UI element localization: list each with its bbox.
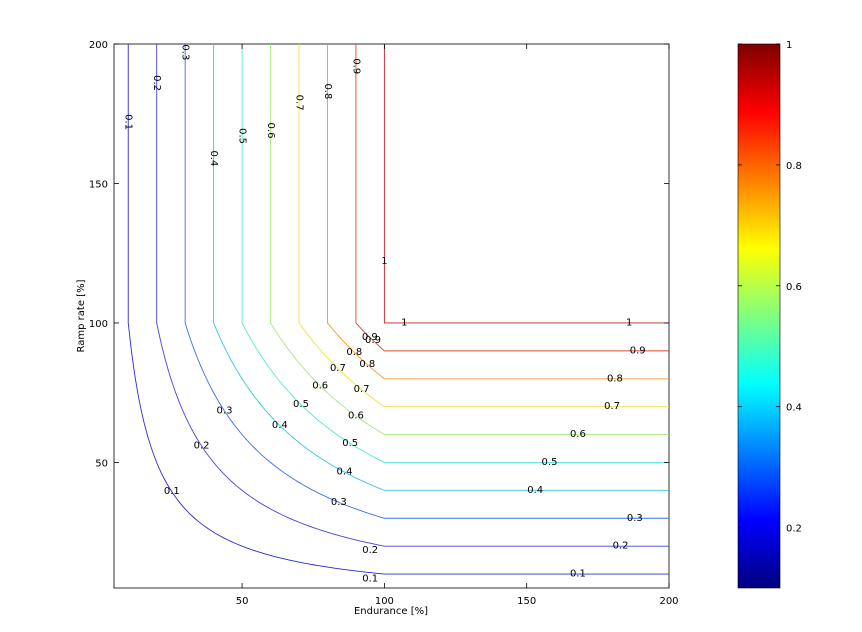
contour-label: 0.2	[194, 441, 210, 452]
contour-label: 0.2	[613, 541, 629, 552]
contour-line	[127, 44, 669, 575]
contour-line	[156, 44, 669, 547]
contour-line	[241, 44, 669, 463]
y-tick-label: 50	[95, 458, 108, 469]
contour-label: 0.8	[607, 373, 623, 384]
y-tick-label: 200	[89, 40, 108, 51]
contour-label: 0.3	[331, 497, 347, 508]
contour-label: 0.4	[272, 420, 288, 431]
contour-label: 0.3	[627, 513, 643, 524]
contour-line	[270, 44, 669, 436]
contour-label: 0.4	[208, 150, 219, 166]
contour-label: 1	[381, 256, 387, 267]
colorbar-tick-label: 0.6	[786, 282, 802, 293]
x-tick-label: 200	[659, 596, 678, 607]
y-tick-label: 150	[89, 179, 108, 190]
contour-label: 0.5	[237, 128, 248, 144]
colorbar	[737, 43, 781, 589]
contour-label: 0.6	[312, 380, 328, 391]
colorbar-tick-label: 0.8	[786, 161, 802, 172]
y-axis: 50 100 150 200	[89, 40, 669, 469]
contour-label: 0.7	[294, 95, 305, 111]
contour-line	[184, 44, 669, 519]
contour-label: 0.1	[570, 569, 586, 580]
contour-label: 0.7	[604, 401, 620, 412]
y-tick-label: 100	[89, 319, 108, 330]
x-tick-label: 150	[517, 596, 536, 607]
x-tick-label: 50	[236, 596, 249, 607]
contour-label: 1	[401, 318, 407, 329]
contour-label: 0.6	[265, 123, 276, 139]
contour-label: 0.8	[359, 359, 375, 370]
contour-label: 0.7	[330, 363, 346, 374]
contour-label: 0.9	[362, 332, 378, 343]
contour-label: 0.9	[630, 345, 646, 356]
contour-line	[383, 44, 669, 324]
x-axis-label: Endurance [%]	[354, 606, 428, 617]
contour-label: 0.6	[348, 411, 364, 422]
contour-label: 0.8	[346, 347, 362, 358]
contour-labels: 0.1 0.1 0.1 0.1 0.2 0.2 0.2 0.2 0.3 0.3 0.3 0.3 0.4 0…	[123, 44, 646, 584]
contour-label: 0.4	[527, 485, 543, 496]
contour-label: 0.5	[542, 457, 558, 468]
contour-label: 0.2	[362, 545, 378, 556]
contour-line	[213, 44, 669, 491]
contour-label: 0.9	[365, 335, 381, 346]
plot-area	[113, 43, 670, 589]
contour-label: 0.3	[180, 44, 191, 60]
contour-label: 0.1	[123, 114, 134, 130]
contour-label: 0.2	[151, 75, 162, 91]
colorbar-tick-label: 0.2	[786, 524, 802, 535]
contour-label: 0.5	[342, 438, 358, 449]
contour-label: 0.4	[337, 467, 353, 478]
contour-line	[327, 44, 669, 380]
contour-label: 0.1	[164, 486, 180, 497]
colorbar-tick-label: 1	[786, 40, 792, 51]
contour-label: 0.9	[350, 58, 361, 74]
contour-label: 0.3	[217, 405, 233, 416]
y-axis-label: Ramp rate [%]	[76, 279, 87, 352]
contour-label: 1	[626, 318, 632, 329]
colorbar-ticks: 0.2 0.4 0.6 0.8 1	[738, 40, 802, 535]
contour-label: 0.5	[293, 399, 309, 410]
colorbar-tick-label: 0.4	[786, 403, 802, 414]
contour-lines	[127, 44, 669, 575]
x-tick-label: 100	[375, 596, 394, 607]
contour-label: 0.6	[570, 429, 586, 440]
contour-label: 0.8	[322, 83, 333, 99]
contour-line	[298, 44, 669, 408]
x-axis: 50 100 150 200	[236, 44, 679, 607]
contour-line	[355, 44, 669, 352]
contour-label: 0.1	[362, 574, 378, 585]
contour-label: 0.7	[354, 384, 370, 395]
